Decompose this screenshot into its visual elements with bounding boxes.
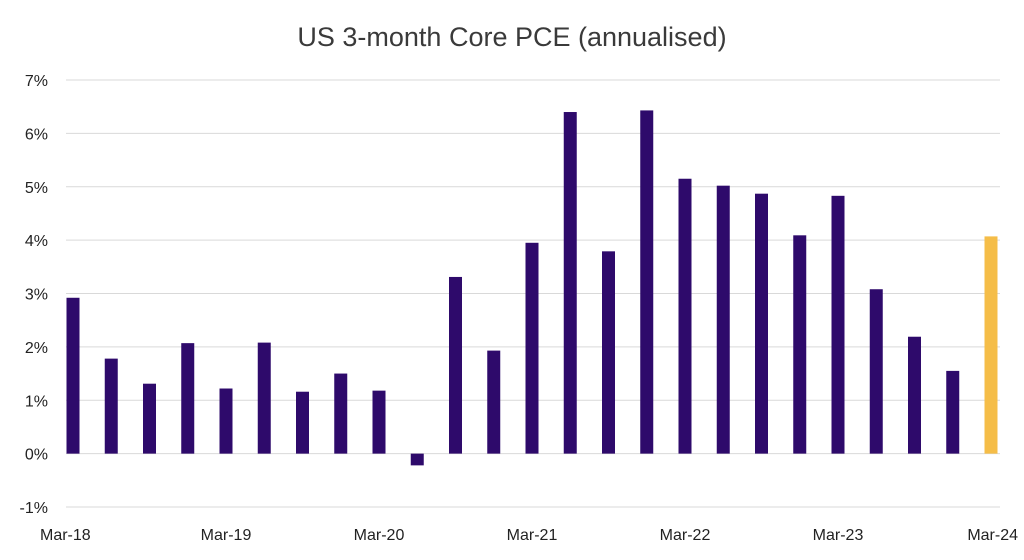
bar [181,343,195,454]
bar [334,373,348,454]
x-tick-label: Mar-20 [354,527,405,544]
bar [219,388,233,454]
chart-title: US 3-month Core PCE (annualised) [297,22,726,52]
bar [678,178,692,454]
y-tick-label: 2% [25,340,48,357]
x-tick-label: Mar-18 [40,527,91,544]
bar-highlight [984,236,998,454]
x-tick-label: Mar-21 [507,527,558,544]
bar [257,342,271,454]
bar [869,289,883,454]
x-tick-label: Mar-19 [201,527,252,544]
bar [296,391,309,454]
x-axis-ticks: Mar-18 Mar-19 Mar-20 Mar-21 Mar-22 Mar-23 Mar-… [40,527,1018,544]
bar [831,195,845,454]
bar [525,242,539,454]
y-tick-label: 4% [25,233,48,250]
bar [449,276,462,454]
bar [908,336,921,454]
y-tick-label: 7% [25,73,48,90]
x-tick-label: Mar-24 [967,527,1018,544]
y-tick-label: 3% [25,287,48,304]
bar [66,297,80,454]
y-tick-label: 0% [25,447,48,464]
bar [143,383,156,454]
bar [563,112,577,454]
bar [793,235,807,454]
y-tick-label: -1% [20,500,48,517]
bar [410,453,424,466]
bar [716,185,730,454]
bar [372,390,386,454]
y-tick-label: 6% [25,126,48,143]
y-tick-label: 5% [25,180,48,197]
bar [104,358,118,454]
bar [602,251,615,454]
bar [946,370,960,454]
x-tick-label: Mar-23 [813,527,864,544]
bar [487,350,501,454]
bars [66,110,998,466]
x-tick-label: Mar-22 [660,527,711,544]
y-tick-label: 1% [25,393,48,410]
bar [640,110,654,454]
bar [755,193,768,454]
y-axis-ticks: -1% 0% 1% 2% 3% 4% 5% 6% 7% [20,73,48,517]
